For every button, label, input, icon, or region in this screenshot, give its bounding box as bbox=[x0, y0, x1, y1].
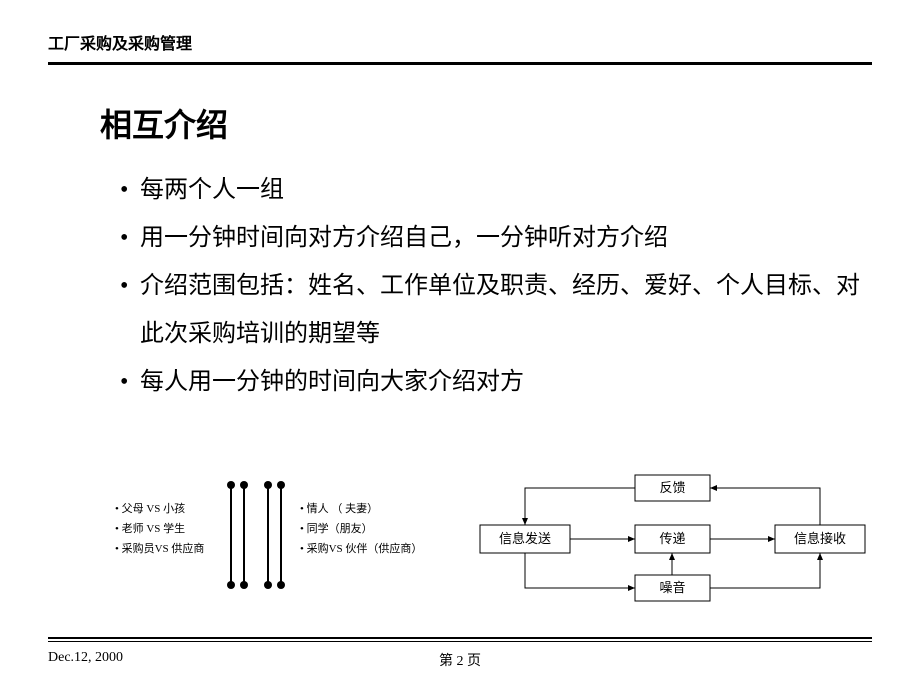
header-divider bbox=[48, 62, 872, 65]
flowchart-label-feedback: 反馈 bbox=[659, 480, 685, 495]
list-item: 采购员VS 供应商 bbox=[115, 540, 204, 560]
comparison-list-1: 父母 VS 小孩 老师 VS 学生 采购员VS 供应商 bbox=[115, 500, 204, 559]
bullet-item: 每两个人一组 bbox=[120, 166, 860, 214]
footer-date: Dec.12, 2000 bbox=[48, 650, 323, 670]
connector-line bbox=[267, 485, 269, 585]
flowchart-arrow bbox=[710, 488, 820, 525]
slide-header: 工厂采购及采购管理 bbox=[48, 30, 872, 65]
header-title: 工厂采购及采购管理 bbox=[48, 30, 872, 54]
comparison-list-2: 情人 （ 夫妻） 同学（朋友） 采购VS 伙伴（供应商） bbox=[300, 500, 422, 559]
list-item: 老师 VS 学生 bbox=[115, 520, 204, 540]
list-item: 情人 （ 夫妻） bbox=[300, 500, 422, 520]
bullet-item: 用一分钟时间向对方介绍自己，一分钟听对方介绍 bbox=[120, 214, 860, 262]
lower-section: 父母 VS 小孩 老师 VS 学生 采购员VS 供应商 情人 （ 夫妻） 同学（… bbox=[30, 470, 890, 620]
flowchart-label-send: 信息发送 bbox=[499, 531, 551, 546]
flowchart-label-transmit: 传递 bbox=[659, 531, 685, 546]
bullet-item: 介绍范围包括：姓名、工作单位及职责、经历、爱好、个人目标、对此次采购培训的期望等 bbox=[120, 262, 860, 358]
footer-spacer bbox=[597, 650, 872, 670]
communication-flowchart: 信息发送 传递 信息接收 反馈噪音 bbox=[460, 470, 900, 610]
connector-line bbox=[280, 485, 282, 585]
list-item: 采购VS 伙伴（供应商） bbox=[300, 540, 422, 560]
bullet-list: 每两个人一组 用一分钟时间向对方介绍自己，一分钟听对方介绍 介绍范围包括：姓名、… bbox=[100, 166, 860, 406]
footer-divider bbox=[48, 637, 872, 639]
flowchart-arrow bbox=[525, 488, 635, 525]
slide-title: 相互介绍 bbox=[100, 100, 860, 146]
slide-footer: Dec.12, 2000 第 2 页 bbox=[48, 637, 872, 670]
main-content: 相互介绍 每两个人一组 用一分钟时间向对方介绍自己，一分钟听对方介绍 介绍范围包… bbox=[100, 100, 860, 406]
list-item: 同学（朋友） bbox=[300, 520, 422, 540]
flowchart-label-receive: 信息接收 bbox=[794, 531, 846, 546]
footer-text-row: Dec.12, 2000 第 2 页 bbox=[48, 650, 872, 670]
flowchart-arrow bbox=[525, 553, 635, 588]
footer-divider-thin bbox=[48, 641, 872, 642]
connector-line bbox=[243, 485, 245, 585]
bullet-item: 每人用一分钟的时间向大家介绍对方 bbox=[120, 358, 860, 406]
footer-page-number: 第 2 页 bbox=[323, 650, 598, 670]
flowchart-label-noise: 噪音 bbox=[659, 580, 685, 595]
connector-line bbox=[230, 485, 232, 585]
list-item: 父母 VS 小孩 bbox=[115, 500, 204, 520]
flowchart-arrow bbox=[710, 553, 820, 588]
